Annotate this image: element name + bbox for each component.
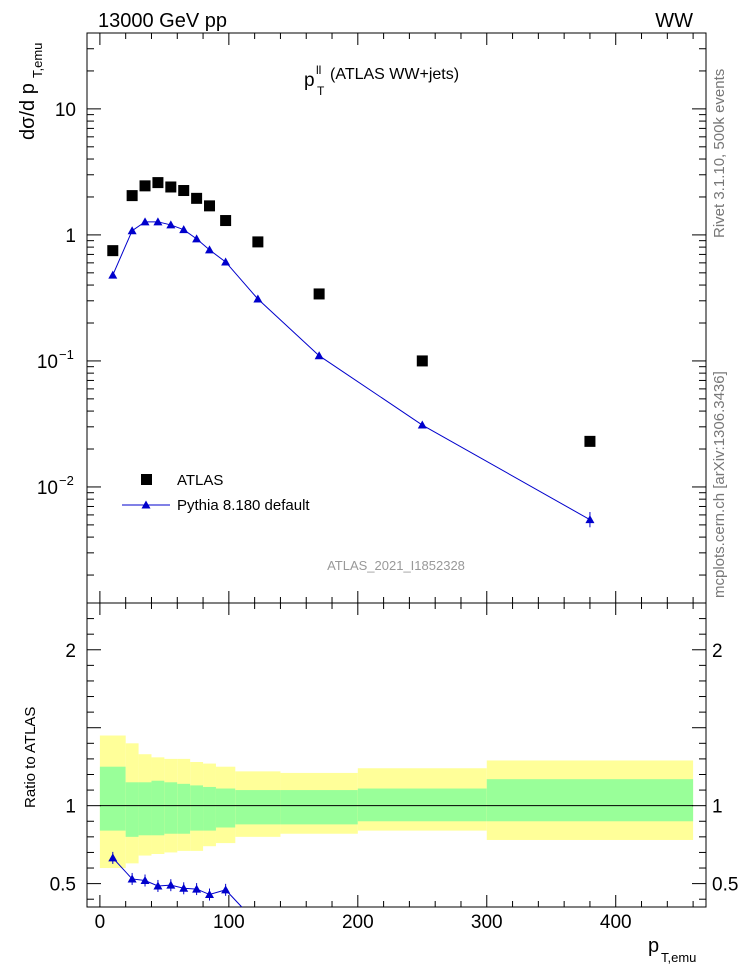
ratio-y-tick-label-left: 2 xyxy=(65,641,76,662)
legend-atlas-label: ATLAS xyxy=(177,472,223,489)
ratio-point xyxy=(205,890,215,899)
band-green xyxy=(203,786,216,831)
x-tick-label: 0 xyxy=(95,912,106,933)
ratio-y-tick-label-right: 1 xyxy=(712,797,723,818)
ratio-point xyxy=(127,874,137,883)
mcplots-label: mcplots.cern.ch [arXiv:1306.3436] xyxy=(711,371,728,598)
legend-pythia-label: Pythia 8.180 default xyxy=(177,497,310,514)
legend-pythia-marker xyxy=(141,500,151,509)
band-green xyxy=(357,788,487,822)
atlas-point xyxy=(416,355,428,367)
x-tick-label: 400 xyxy=(600,912,632,933)
ratio-point xyxy=(166,880,176,889)
atlas-point xyxy=(165,181,177,193)
atlas-point xyxy=(139,180,151,192)
x-tick-label: 200 xyxy=(342,912,374,933)
atlas-point xyxy=(204,200,216,212)
ratio-uncertainty-bands xyxy=(99,735,694,869)
ratio-point xyxy=(192,884,202,893)
legend: ATLAS Pythia 8.180 default xyxy=(122,472,310,514)
band-green xyxy=(164,782,178,834)
pythia-point xyxy=(179,225,189,234)
atlas-point xyxy=(191,192,203,204)
band-green xyxy=(151,780,165,836)
band-green xyxy=(486,779,694,822)
title-rest: (ATLAS WW+jets) xyxy=(330,66,459,83)
atlas-point xyxy=(152,177,164,189)
rivet-label: Rivet 3.1.10, 500k events xyxy=(711,69,728,238)
pythia-point xyxy=(221,257,231,266)
xlabel-main: p xyxy=(648,935,659,957)
xlabel-sub: T,emu xyxy=(661,950,696,965)
pythia-point xyxy=(314,351,324,360)
pythia-point xyxy=(153,217,163,226)
atlas-point xyxy=(178,185,190,197)
ratio-point xyxy=(153,881,163,890)
atlas-point xyxy=(107,245,119,257)
y-axis-label: dσ/d p T,emu xyxy=(17,43,45,140)
pythia-point xyxy=(253,294,263,303)
main-frame xyxy=(86,32,707,604)
band-green xyxy=(99,766,126,831)
y-tick-label: 10 xyxy=(37,478,58,499)
legend-atlas-marker xyxy=(141,474,152,485)
ratio-point xyxy=(108,853,118,862)
ratio-y-tick-label-left: 1 xyxy=(65,797,76,818)
title-main: p xyxy=(304,70,315,91)
band-green xyxy=(125,782,139,837)
ylabel-main: dσ/d p xyxy=(17,83,39,140)
x-tick-label: 100 xyxy=(213,912,245,933)
pythia-point xyxy=(205,245,215,254)
atlas-point xyxy=(220,215,232,227)
band-green xyxy=(190,785,204,831)
band-green xyxy=(215,788,236,828)
x-axis-label: p T,emu xyxy=(648,935,696,965)
ratio-line xyxy=(112,857,243,908)
ratio-point xyxy=(221,885,231,894)
ratio-y-label: Ratio to ATLAS xyxy=(22,707,39,808)
ratio-y-tick-label-right: 2 xyxy=(712,641,723,662)
pythia-point xyxy=(192,234,202,243)
plot-title: p ll T (ATLAS WW+jets) xyxy=(304,63,459,98)
y-tick-exponent: −1 xyxy=(59,347,74,362)
analysis-watermark: ATLAS_2021_I1852328 xyxy=(327,558,465,573)
band-green xyxy=(138,782,152,836)
y-tick-label: 10 xyxy=(55,100,76,121)
ratio-point xyxy=(140,875,150,884)
band-green xyxy=(235,790,281,825)
data-series xyxy=(107,177,596,908)
y-tick-label: 10 xyxy=(37,352,58,373)
atlas-point xyxy=(252,236,264,248)
ylabel-sub: T,emu xyxy=(30,43,45,78)
y-tick-exponent: −2 xyxy=(59,473,74,488)
ratio-point xyxy=(179,883,189,892)
atlas-point xyxy=(313,288,325,300)
atlas-point xyxy=(126,190,138,202)
ratio-frame xyxy=(86,602,707,908)
pythia-point xyxy=(127,226,137,235)
pythia-point xyxy=(108,270,118,279)
title-sub: T xyxy=(317,84,325,98)
band-green xyxy=(280,790,358,825)
pythia-point xyxy=(140,217,150,226)
x-tick-label: 300 xyxy=(471,912,503,933)
header-left: 13000 GeV pp xyxy=(98,10,227,32)
pythia-point xyxy=(417,420,427,429)
ratio-y-tick-label-right: 0.5 xyxy=(712,875,738,896)
header-right: WW xyxy=(655,10,693,32)
y-tick-label: 1 xyxy=(65,226,76,247)
band-green xyxy=(177,783,191,834)
ratio-y-tick-label-left: 0.5 xyxy=(50,875,76,896)
pythia-point xyxy=(166,220,176,229)
atlas-point xyxy=(584,435,596,447)
title-sup: ll xyxy=(316,63,321,77)
